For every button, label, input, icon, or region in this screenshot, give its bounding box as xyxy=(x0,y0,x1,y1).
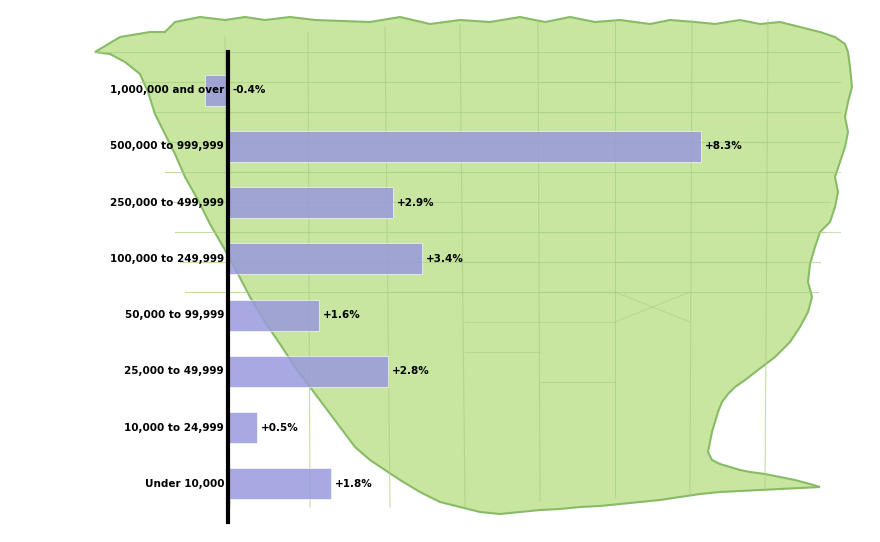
Bar xyxy=(228,187,393,218)
Text: 25,000 to 49,999: 25,000 to 49,999 xyxy=(124,366,224,376)
Text: +1.6%: +1.6% xyxy=(323,310,361,320)
Polygon shape xyxy=(95,17,852,514)
Text: +3.4%: +3.4% xyxy=(426,254,464,264)
Text: Under 10,000: Under 10,000 xyxy=(144,479,224,489)
Bar xyxy=(228,356,387,387)
Text: 500,000 to 999,999: 500,000 to 999,999 xyxy=(110,141,224,151)
Text: 100,000 to 249,999: 100,000 to 249,999 xyxy=(110,254,224,264)
Text: -0.4%: -0.4% xyxy=(232,85,266,95)
Bar xyxy=(228,243,422,274)
Text: +0.5%: +0.5% xyxy=(260,423,298,433)
Text: 250,000 to 499,999: 250,000 to 499,999 xyxy=(110,198,224,208)
Text: 10,000 to 24,999: 10,000 to 24,999 xyxy=(124,423,224,433)
Bar xyxy=(228,468,331,499)
Text: 50,000 to 99,999: 50,000 to 99,999 xyxy=(125,310,224,320)
Bar xyxy=(205,75,228,106)
Text: +8.3%: +8.3% xyxy=(705,141,743,151)
Bar xyxy=(228,131,701,162)
Text: 1,000,000 and over: 1,000,000 and over xyxy=(110,85,224,95)
Text: +1.8%: +1.8% xyxy=(334,479,372,489)
Text: +2.8%: +2.8% xyxy=(392,366,429,376)
Bar xyxy=(228,300,319,331)
Bar xyxy=(228,412,256,443)
Text: +2.9%: +2.9% xyxy=(397,198,435,208)
